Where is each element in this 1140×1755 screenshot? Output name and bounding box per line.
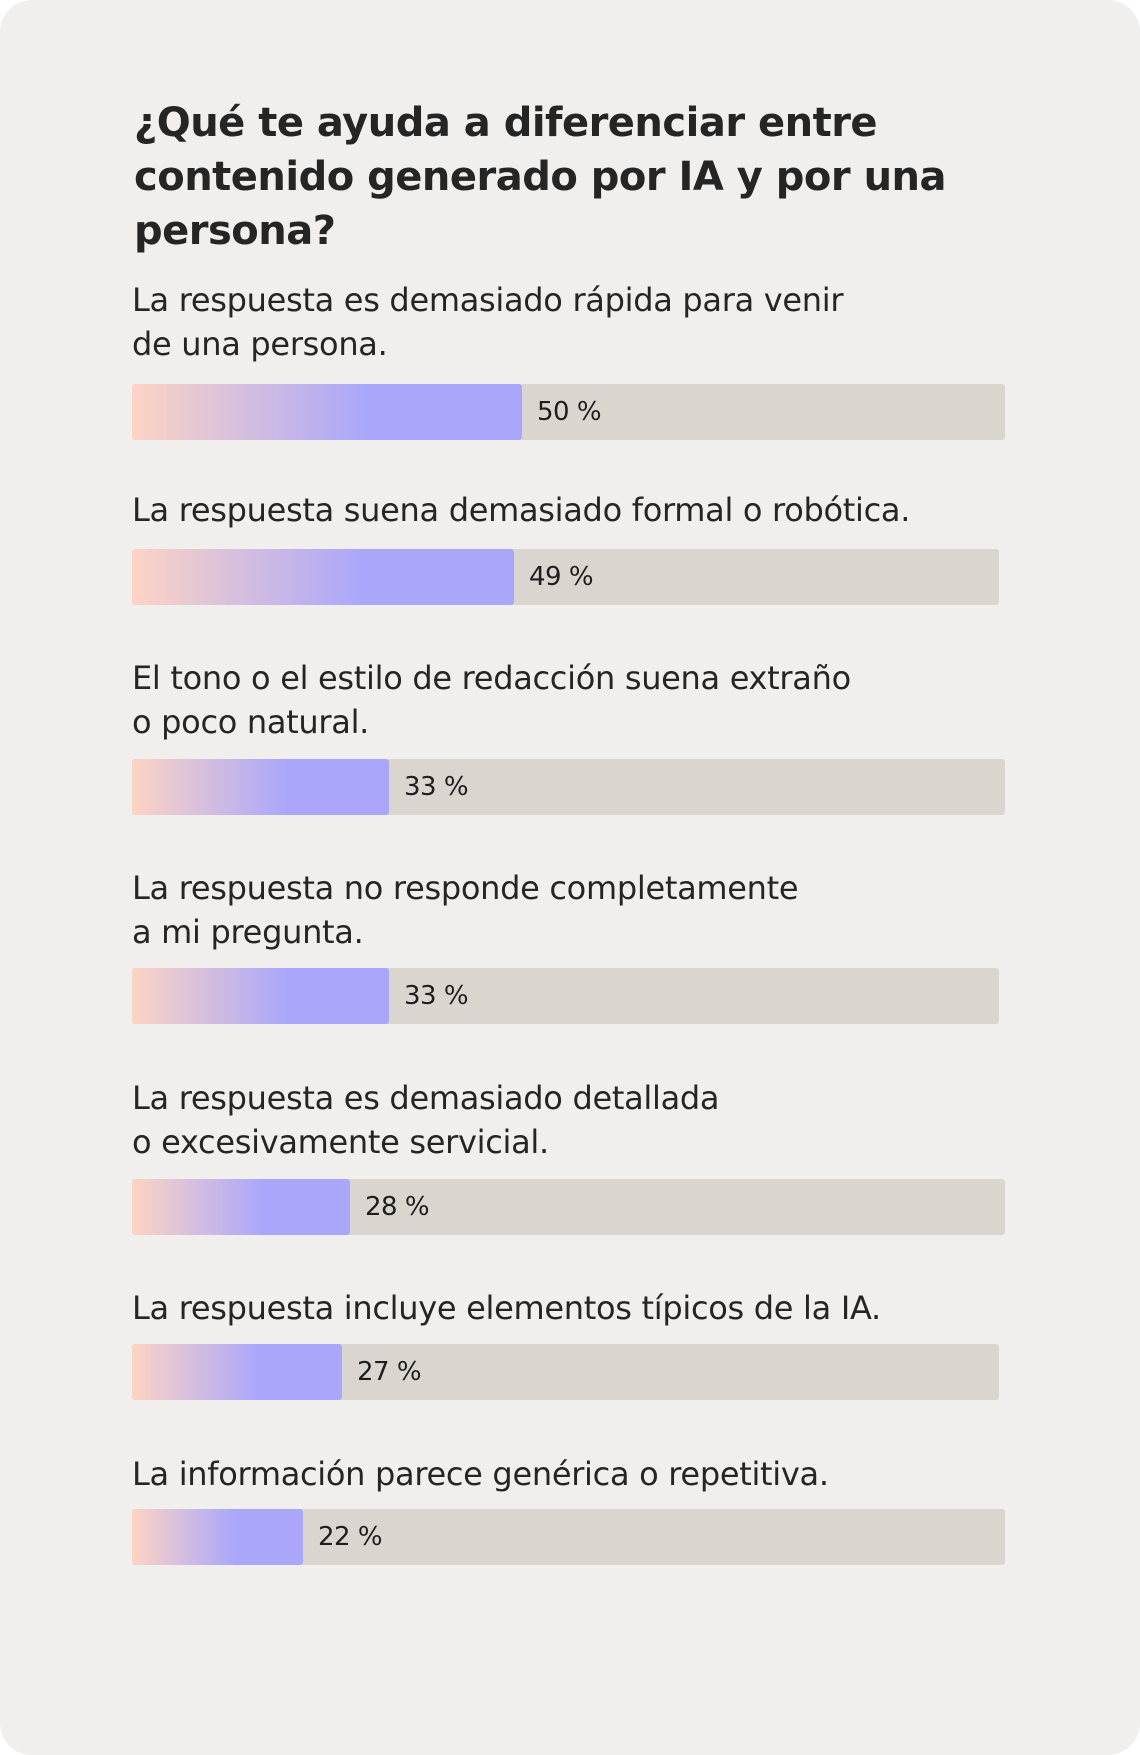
bar-track: 27 % (132, 1344, 999, 1400)
bar-value-label: 27 % (357, 1357, 422, 1387)
bar (132, 759, 389, 815)
bar-track: 33 % (132, 968, 999, 1024)
bar-label: La respuesta no responde completamente a… (132, 869, 799, 951)
bar (132, 549, 514, 605)
bar-value-label: 49 % (529, 562, 594, 592)
bar (132, 1179, 350, 1235)
chart-title: ¿Qué te ayuda a diferenciar entre conten… (134, 100, 947, 254)
bar-label: El tono o el estilo de redacción suena e… (132, 659, 851, 741)
bar-label: La respuesta suena demasiado formal o ro… (132, 491, 911, 529)
bar (132, 1344, 342, 1400)
bar (132, 968, 389, 1024)
bar (132, 384, 522, 440)
bar-label: La respuesta es demasiado rápida para ve… (132, 281, 844, 363)
bar-label: La respuesta incluye elementos típicos d… (132, 1289, 881, 1327)
bar-value-label: 28 % (365, 1192, 430, 1222)
bar-value-label: 22 % (318, 1522, 383, 1552)
bar-label: La información parece genérica o repetit… (132, 1455, 829, 1493)
bar-track: 28 % (132, 1179, 1005, 1235)
bar-track: 22 % (132, 1509, 1005, 1565)
bar-value-label: 33 % (404, 772, 469, 802)
bar-track: 50 % (132, 384, 1005, 440)
bar-track: 49 % (132, 549, 999, 605)
bar-track: 33 % (132, 759, 1005, 815)
bar-label: La respuesta es demasiado detallada o ex… (132, 1079, 720, 1161)
bar-value-label: 33 % (404, 981, 469, 1011)
bar (132, 1509, 303, 1565)
bar-value-label: 50 % (537, 397, 602, 427)
